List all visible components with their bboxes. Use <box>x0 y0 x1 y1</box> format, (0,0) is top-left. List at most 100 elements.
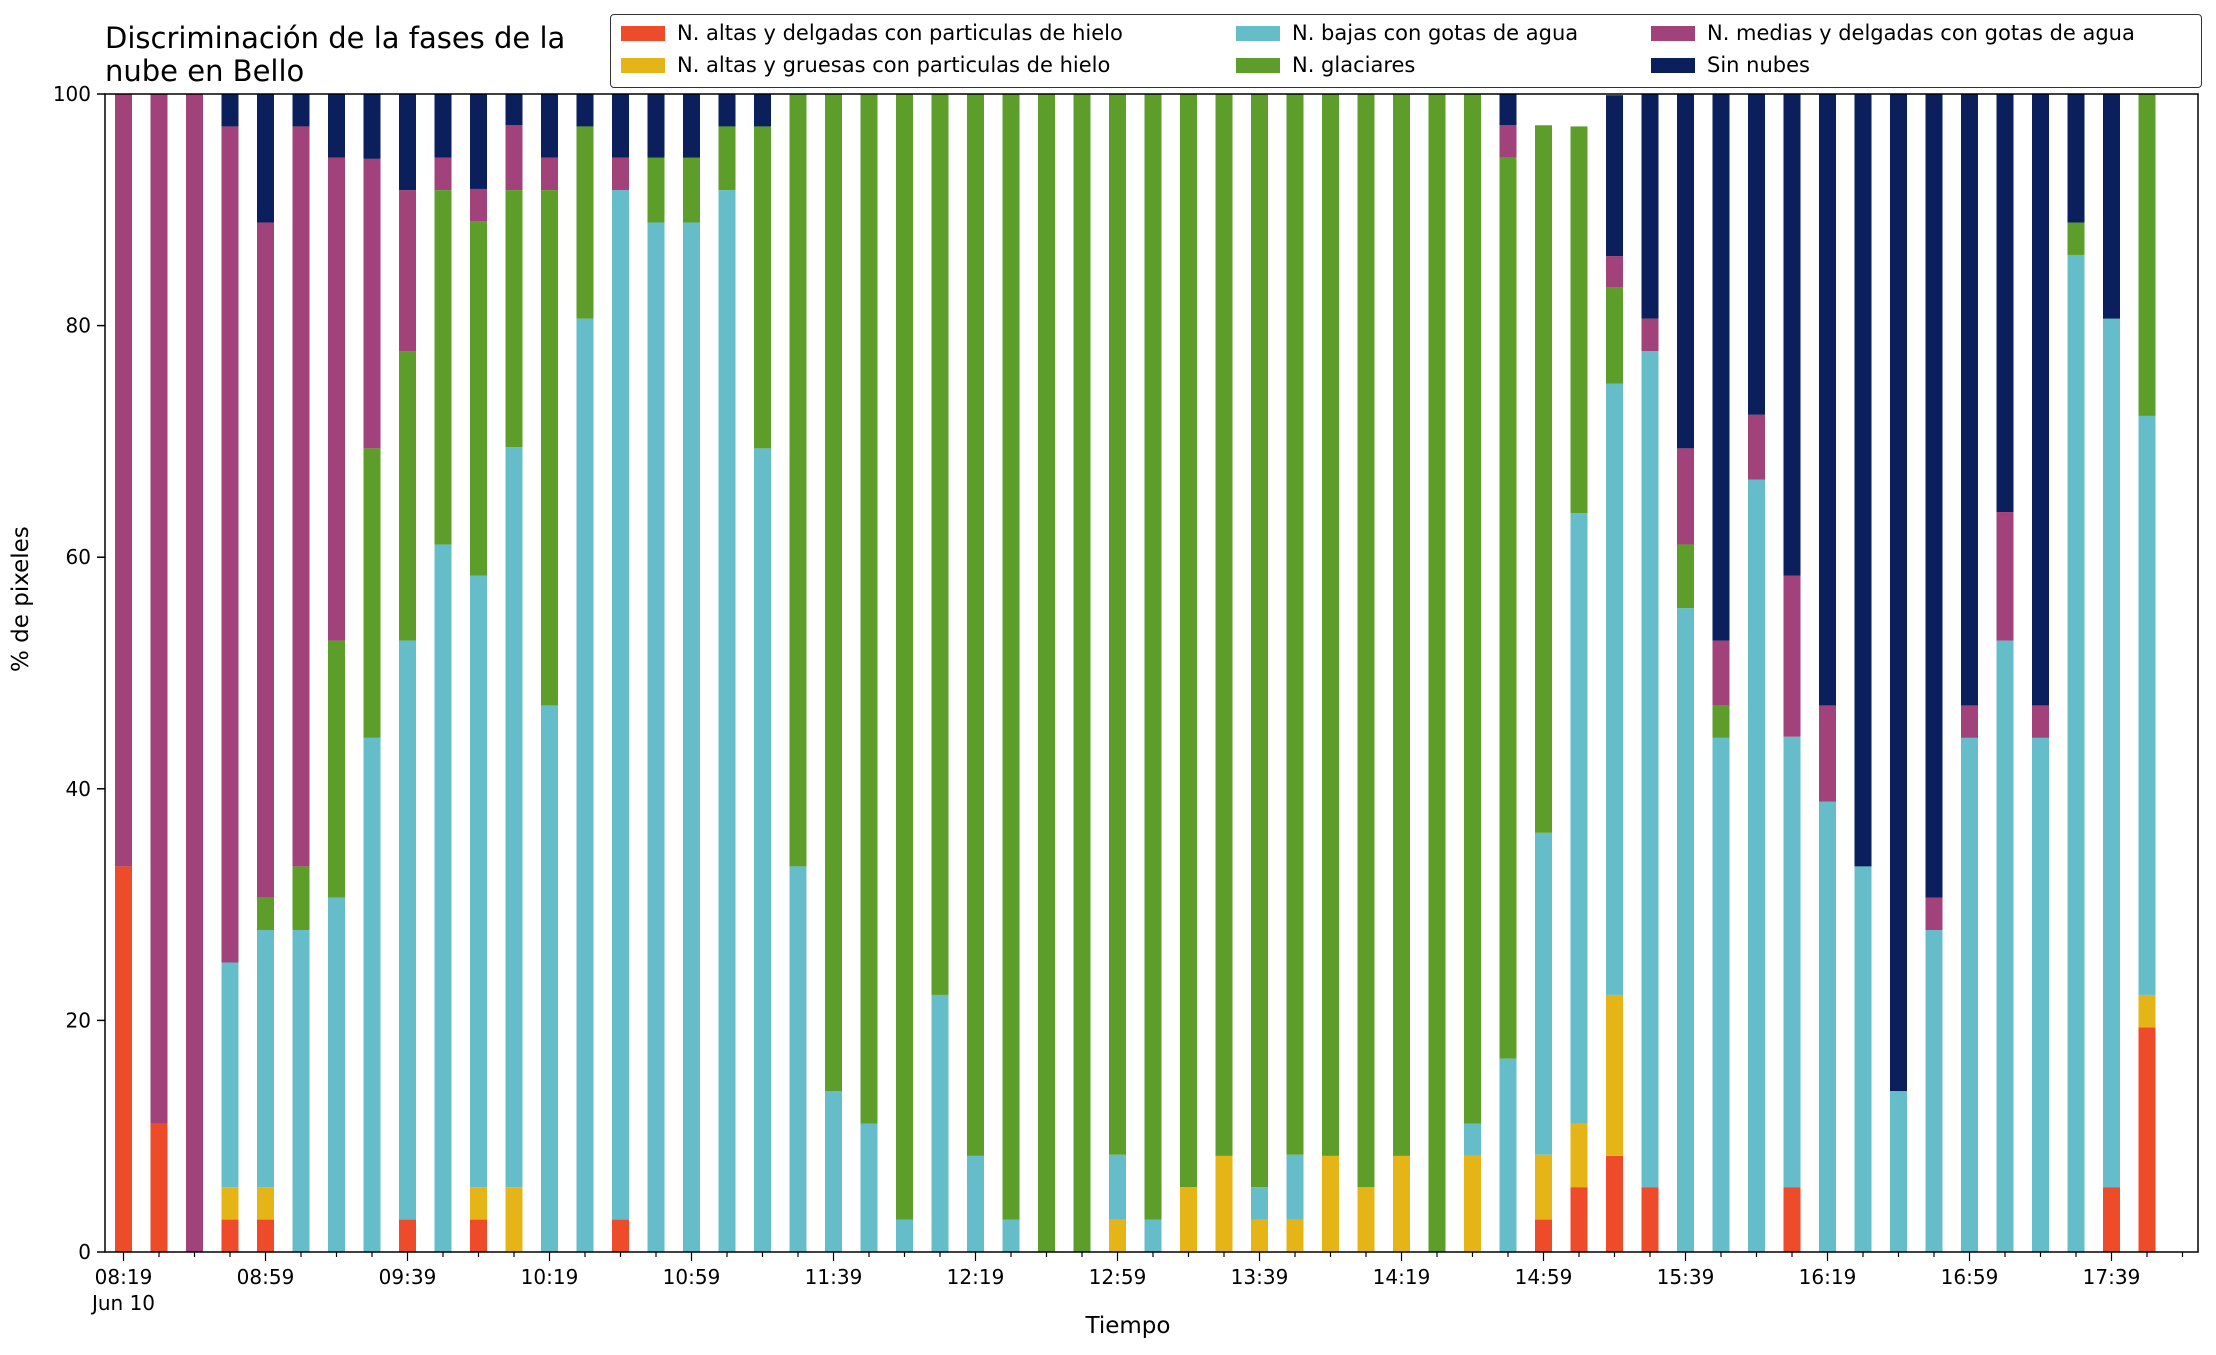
x-tick-label: 16:19 <box>1799 1265 1857 1289</box>
bar-segment <box>221 1219 239 1252</box>
x-tick-label: 08:19 <box>95 1265 153 1289</box>
bar-segment <box>292 930 310 1252</box>
bar-segment <box>434 190 452 545</box>
bar-segment <box>1890 94 1907 1092</box>
bar-segment <box>1464 94 1481 1124</box>
bar-segment <box>1712 94 1730 641</box>
bar-segment <box>1464 1155 1481 1252</box>
legend-label: N. altas y delgadas con particulas de hi… <box>677 21 1123 45</box>
bar-segment <box>1073 94 1091 1252</box>
bar-segment <box>328 897 345 1252</box>
bar-segment <box>434 94 452 158</box>
y-tick-label: 20 <box>66 1008 91 1032</box>
bar-segment <box>896 94 913 1220</box>
bar-segment <box>1570 513 1588 1124</box>
bar-segment <box>1641 351 1659 1188</box>
y-tick-label: 0 <box>78 1240 91 1264</box>
bar-segment <box>1712 737 1730 1252</box>
legend-label: N. glaciares <box>1292 53 1416 77</box>
bar-segment <box>1925 930 1943 1252</box>
bar-segment <box>1251 94 1268 1188</box>
bar-segment <box>221 962 239 1188</box>
bar-segment <box>2103 94 2120 319</box>
legend-item: N. glaciares <box>1236 53 1415 77</box>
legend-item: Sin nubes <box>1651 53 1810 77</box>
bar-segment <box>1286 1154 1304 1220</box>
x-axis-label: Tiempo <box>1085 1313 1171 1339</box>
bar-segment <box>257 1187 274 1220</box>
bar-segment <box>860 94 878 1124</box>
legend: N. altas y delgadas con particulas de hi… <box>610 14 2202 88</box>
bar-segment <box>1961 737 1978 1252</box>
bar-segment <box>399 1219 416 1252</box>
bar-segment <box>1499 1058 1517 1252</box>
bar-segment <box>825 94 842 1092</box>
bar-segment <box>1002 1219 1020 1252</box>
bar-segment <box>1748 414 1765 480</box>
bar-segment <box>1783 736 1801 1188</box>
x-tick-label: 16:59 <box>1941 1265 1999 1289</box>
bar-segment <box>2067 254 2085 1252</box>
bar-segment <box>1286 1219 1304 1252</box>
y-tick-label: 80 <box>66 314 91 338</box>
bar-segment <box>150 94 168 1124</box>
bar-segment <box>434 157 452 191</box>
y-tick-label: 40 <box>66 777 91 801</box>
bar-segment <box>541 94 558 158</box>
legend-item: N. bajas con gotas de agua <box>1236 21 1578 45</box>
bar-segment <box>1961 705 1978 738</box>
legend-swatch <box>1651 25 1695 41</box>
bar-segment <box>1748 479 1765 1252</box>
bar-segment <box>1783 1187 1801 1252</box>
bar-segment <box>718 190 736 1252</box>
bar-segment <box>470 221 487 576</box>
bar-segment <box>1109 1154 1126 1220</box>
x-tick-label: 10:19 <box>521 1265 579 1289</box>
bar-segment <box>2138 994 2156 1028</box>
bar-segment <box>1677 544 1694 609</box>
bar-segment <box>896 1219 913 1252</box>
bar-segment <box>647 157 665 223</box>
bar-segment <box>1641 1187 1659 1252</box>
bar-segment <box>1570 126 1588 514</box>
bar-segment <box>505 447 523 1188</box>
bar-segment <box>1606 287 1623 384</box>
bar-segment <box>2138 94 2156 416</box>
x-tick-label: 12:19 <box>947 1265 1005 1289</box>
bar-segment <box>1109 94 1126 1155</box>
x-tick-label: 14:59 <box>1515 1265 1573 1289</box>
bar-segment <box>328 157 345 641</box>
bar-segment <box>292 866 310 931</box>
x-tick-label: 10:59 <box>663 1265 721 1289</box>
bar-segment <box>2067 222 2085 255</box>
bar-segment <box>363 158 381 449</box>
bar-segment <box>1570 1123 1588 1188</box>
y-tick-label: 100 <box>53 82 91 106</box>
bar-segment <box>2138 1027 2156 1252</box>
bar-segment <box>399 94 416 191</box>
bar-segment <box>1748 94 1765 415</box>
bar-segment <box>470 1187 487 1220</box>
bar-segment <box>1890 1091 1907 1252</box>
legend-label: N. medias y delgadas con gotas de agua <box>1707 21 2135 45</box>
bar-segment <box>1854 94 1872 867</box>
bar-segment <box>505 94 523 126</box>
bar-segment <box>1925 94 1943 898</box>
bar-segment <box>470 575 487 1188</box>
legend-label: N. bajas con gotas de agua <box>1292 21 1579 45</box>
bar-segment <box>328 94 345 158</box>
bar-segment <box>789 866 807 1252</box>
bar-segment <box>257 94 274 223</box>
bar-segment <box>1783 575 1801 737</box>
bar-segment <box>1819 705 1836 802</box>
bar-segment <box>1996 512 2014 641</box>
bar-segment <box>1286 94 1304 1155</box>
bar-segment <box>257 897 274 931</box>
bar-segment <box>150 1123 168 1252</box>
bar-segment <box>292 94 310 127</box>
bar-segment <box>1677 448 1694 545</box>
bar-segment <box>505 190 523 448</box>
bar-segment <box>1393 94 1410 1156</box>
bar-segment <box>1144 94 1162 1220</box>
